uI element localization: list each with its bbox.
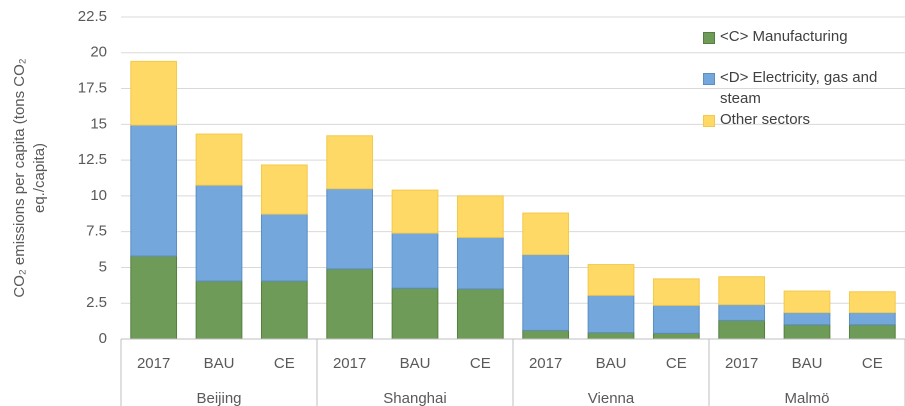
- bar-segment: [391, 232, 439, 289]
- bar-segment: [652, 332, 700, 340]
- bar-segment: [195, 184, 243, 282]
- bar-segment: [391, 287, 439, 340]
- group-label: Shanghai: [383, 390, 446, 406]
- bar-segment: [587, 332, 635, 340]
- bar-segment: [260, 280, 308, 340]
- bar-segment: [456, 288, 504, 340]
- y-tick-label: 2.5: [86, 294, 107, 311]
- bar-segment: [848, 324, 896, 340]
- y-tick-label: 17.5: [78, 80, 107, 97]
- x-tick-label: CE: [862, 355, 883, 372]
- legend-item: <C> Manufacturing: [703, 26, 899, 47]
- legend: <C> Manufacturing <D> Electricity, gas an…: [703, 26, 899, 130]
- bar-segment: [456, 195, 504, 238]
- bar-segment: [326, 188, 374, 270]
- y-label-line: eq./capita): [31, 143, 48, 213]
- bar-segment: [718, 276, 766, 306]
- x-tick-label: BAU: [400, 355, 431, 372]
- bar-segment: [652, 304, 700, 334]
- x-tick-label: BAU: [204, 355, 235, 372]
- y-tick-label: 20: [90, 44, 107, 61]
- x-tick-label: BAU: [596, 355, 627, 372]
- bar-segment: [130, 60, 178, 126]
- x-tick-label: CE: [274, 355, 295, 372]
- bar-segment: [195, 133, 243, 186]
- legend-label: <C> Manufacturing: [720, 28, 848, 45]
- legend-item: <D> Electricity, gas and steam: [703, 67, 899, 109]
- bar-segment: [783, 312, 831, 326]
- bar-segment: [260, 213, 308, 282]
- group-label: Vienna: [588, 390, 635, 406]
- legend-item: Other sectors: [703, 109, 899, 130]
- bar-segment: [456, 236, 504, 290]
- y-tick-label: 15: [90, 115, 107, 132]
- bar-segment: [130, 124, 178, 257]
- group-label: Beijing: [196, 390, 241, 406]
- y-tick-label: 5: [99, 258, 107, 275]
- bar-segment: [522, 329, 570, 340]
- y-label: CO₂ emissions per capita (tons CO₂ eq./c…: [11, 58, 48, 297]
- x-tick-label: CE: [470, 355, 491, 372]
- bar-segment: [391, 189, 439, 234]
- legend-swatch: [703, 32, 715, 44]
- y-tick-label: 12.5: [78, 151, 107, 168]
- bar-segment: [326, 135, 374, 190]
- y-label-line: CO₂ emissions per capita (tons CO₂: [11, 58, 28, 297]
- y-tick-label: 7.5: [86, 223, 107, 240]
- bar-segment: [522, 254, 570, 331]
- legend-swatch: [703, 73, 715, 85]
- x-tick-label: 2017: [529, 355, 562, 372]
- bar-segment: [522, 212, 570, 256]
- bar-segment: [783, 324, 831, 340]
- x-tick-label: 2017: [333, 355, 366, 372]
- bar-segment: [783, 290, 831, 314]
- x-tick-label: 2017: [137, 355, 170, 372]
- bar-segment: [718, 304, 766, 321]
- group-label: Malmö: [784, 390, 829, 406]
- bar-segment: [718, 319, 766, 340]
- y-tick-label: 0: [99, 330, 107, 347]
- bar-segment: [848, 291, 896, 314]
- bar-segment: [848, 312, 896, 326]
- bar-segment: [260, 164, 308, 215]
- x-tick-label: BAU: [792, 355, 823, 372]
- x-tick-label: CE: [666, 355, 687, 372]
- bar-segment: [652, 278, 700, 306]
- legend-swatch: [703, 115, 715, 127]
- legend-label: Other sectors: [720, 111, 811, 128]
- bar-segment: [195, 280, 243, 340]
- x-tick-label: 2017: [725, 355, 758, 372]
- y-tick-label: 10: [90, 187, 107, 204]
- legend-label: <D> Electricity, gas and steam: [720, 69, 878, 107]
- bar-segment: [130, 255, 178, 340]
- bar-segment: [587, 294, 635, 334]
- bar-segment: [326, 268, 374, 340]
- y-tick-label: 22.5: [78, 8, 107, 25]
- bar-segment: [587, 264, 635, 296]
